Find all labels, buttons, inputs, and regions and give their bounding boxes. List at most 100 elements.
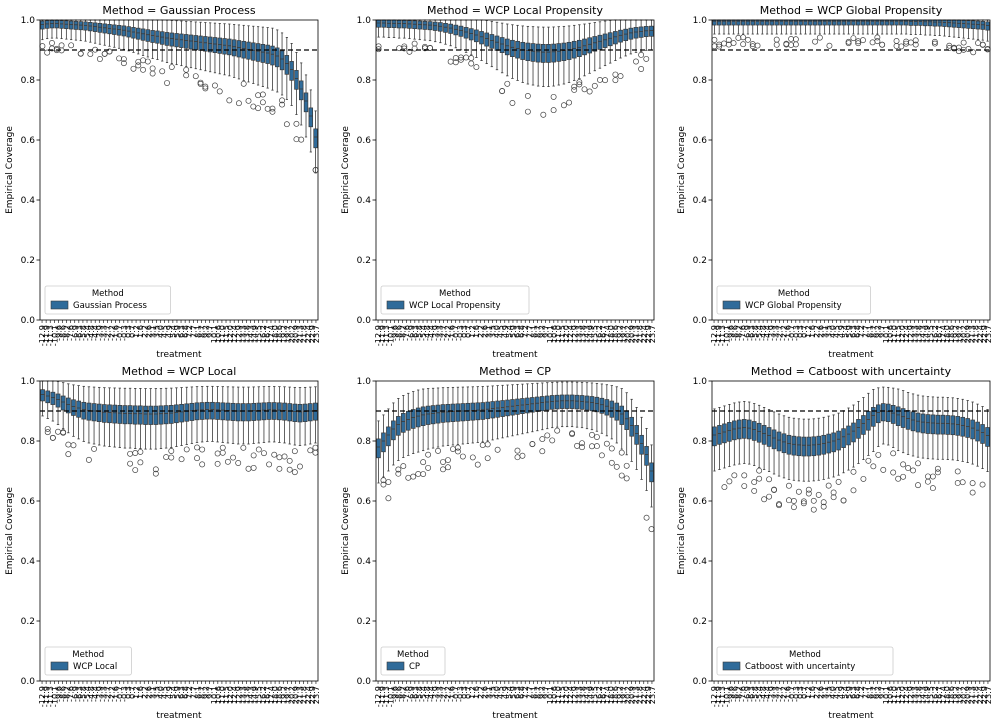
x-tick-label: -7.6 [738,686,748,702]
box-7 [405,392,412,481]
box-5 [395,397,402,477]
box-body [607,32,613,47]
box-body [207,36,213,53]
x-tick-label: 12.4 [901,686,911,704]
x-tick-label: -6.9 [406,686,416,702]
x-tick-label: 16.2 [594,325,604,343]
outlier [183,72,190,79]
x-tick-label: 16.7 [934,325,944,343]
outlier [395,466,402,473]
legend-frame [380,285,530,315]
outlier [975,40,981,46]
box-body [520,41,526,60]
x-tick-label: -5.8 [414,686,424,702]
box-body [876,404,881,424]
x-tick-label: -11.3 [717,686,727,707]
box-body [260,43,266,63]
x-tick-label: -9.6 [53,686,63,702]
x-tick-label: -0.3 [119,686,129,702]
box-body [846,19,851,26]
box-body [866,410,871,431]
x-tick-label: -3.9 [94,325,104,341]
outlier [312,444,319,451]
box-body [479,31,484,45]
box-body [731,19,736,26]
panel-1: Method = Gaussian Process 0.0 0.2 0.4 0.6 0.8… [5,4,321,360]
y-tick-label: 0.0 [357,316,372,326]
box-52 [638,19,645,72]
x-tick-label: -0.3 [119,325,129,341]
outlier [291,469,298,476]
x-tick-label: 0.7 [463,686,473,699]
box-25 [155,19,160,60]
box-body [217,37,222,54]
box-11 [761,406,768,503]
outlier [795,488,802,495]
box-7 [406,19,413,55]
outlier [785,497,792,504]
x-tick-label: 22.4 [975,686,985,704]
x-tick-label: 15.5 [926,686,936,704]
box-36 [556,26,562,86]
legend-label: WCP Local [73,662,117,672]
x-tick-label: 5.4 [840,686,850,699]
y-axis-label: Empirical Coverage [5,487,15,575]
box-31 [525,383,530,434]
outlier [524,108,531,115]
x-axis-label: treatment [492,350,538,360]
x-tick-label: -3.9 [430,686,440,702]
box-51 [279,32,286,108]
box-body [740,19,746,26]
x-tick-label: -0.7 [451,325,461,341]
box-body [623,28,629,42]
box-body [975,20,981,30]
box-34 [546,26,551,87]
outlier [790,498,797,504]
axes-frame [375,380,655,682]
panel-6: Method = Catboost with uncertainty 0.0 0.2… [677,365,993,721]
box-37 [224,386,231,465]
outlier [623,462,630,469]
x-tick-label: -3.9 [430,325,440,341]
box-body [741,419,747,439]
box-21 [810,418,817,513]
outlier [415,471,422,477]
box-body [544,395,550,411]
box-body [525,397,530,414]
outlier [959,479,966,486]
x-tick-label: 8.7 [196,686,206,699]
box-body [73,20,79,30]
box-body [54,19,59,29]
outlier [135,62,142,69]
outlier [291,448,298,455]
box-body [806,436,812,457]
outlier [869,39,876,46]
outlier [788,42,795,48]
y-tick-label: 0.4 [693,557,708,567]
box-55 [643,427,650,521]
outlier [771,487,778,493]
box-body [463,27,469,39]
outlier [240,80,247,87]
box-body [712,19,717,26]
outlier [915,482,921,489]
box-body [956,19,962,28]
x-tick-label: 14.3 [918,325,928,343]
box-54 [639,416,644,480]
box-body [965,418,970,438]
box-24 [822,19,827,35]
x-tick-label: -1.6 [447,686,457,702]
outlier [598,452,605,459]
box-body [930,414,936,435]
y-tick-label: 0.4 [693,196,708,206]
box-34 [197,21,204,87]
box-18 [459,386,466,460]
outlier [463,54,470,61]
box-52 [955,19,962,55]
outlier [468,60,475,67]
x-tick-label: 8.1 [192,686,202,699]
box-body [78,21,83,31]
x-tick-label: 2.2 [811,686,821,699]
box-body [816,435,822,456]
x-tick-label: -3.9 [94,686,104,702]
